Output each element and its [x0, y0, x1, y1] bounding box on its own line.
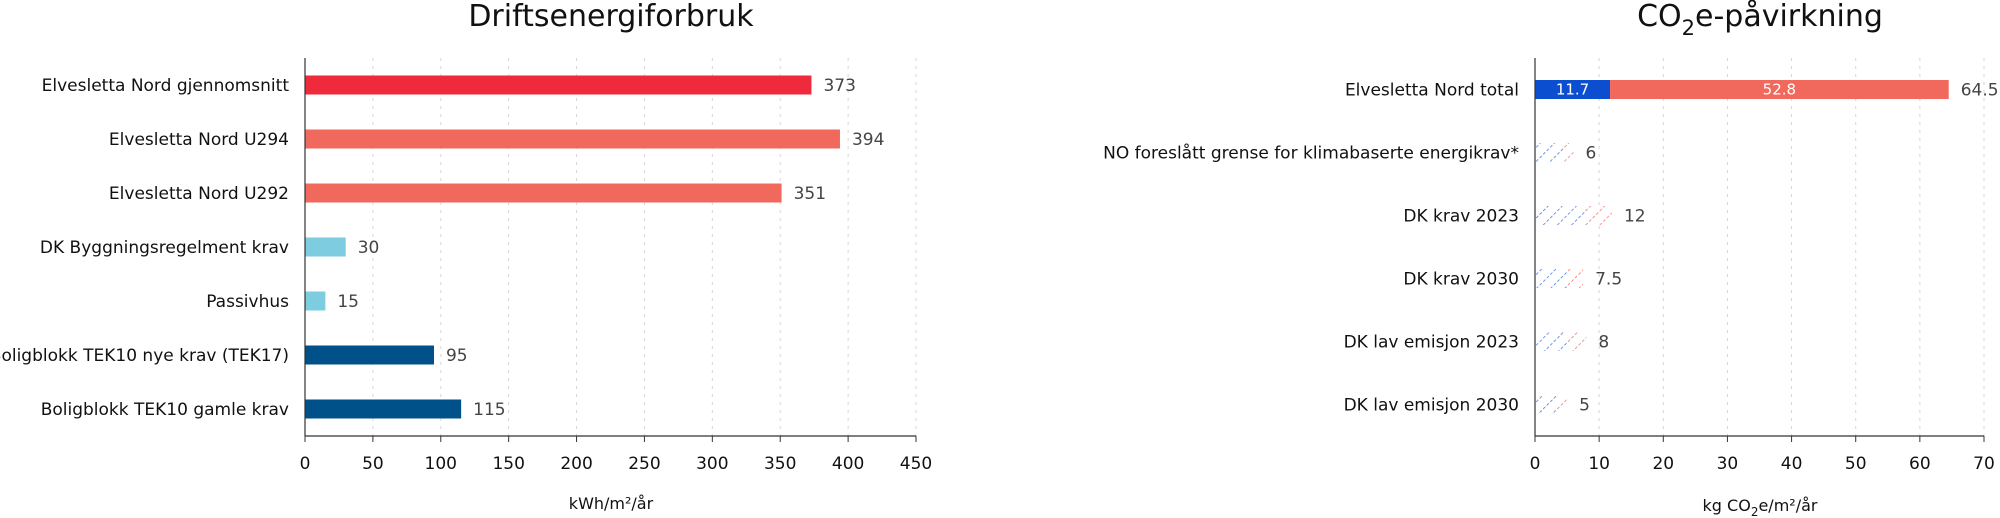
co2-bar-segment [1567, 269, 1584, 288]
energy-x-tick-label: 300 [696, 454, 728, 474]
energy-category-label: DK Byggningsregelment krav [40, 238, 289, 258]
co2-x-tick-label: 0 [1530, 454, 1541, 474]
co2-bar-segment [1535, 332, 1568, 351]
co2-x-tick-label: 50 [1845, 454, 1867, 474]
energy-x-tick-label: 0 [300, 454, 311, 474]
co2-total-label: 5 [1579, 396, 1590, 416]
co2-x-tick-label: 40 [1781, 454, 1803, 474]
energy-bar [305, 291, 326, 311]
energy-category-label: Elvesletta Nord U294 [109, 130, 289, 150]
co2-total-label: 7.5 [1595, 270, 1622, 290]
co2-bar-segment [1535, 206, 1587, 225]
energy-value-label: 115 [473, 400, 505, 420]
energy-category-label: Boligblokk TEK10 gamle krav [41, 400, 289, 420]
energy-x-tick-label: 400 [832, 454, 864, 474]
energy-category-label: Elvesletta Nord U292 [109, 184, 289, 204]
co2-bar-segment [1535, 80, 1611, 99]
co2-bar-segment [1563, 143, 1574, 162]
energy-bar [305, 183, 782, 203]
energy-x-tick-label: 150 [492, 454, 524, 474]
co2-total-label: 64.5 [1961, 81, 1999, 101]
co2-x-tick-label: 20 [1652, 454, 1674, 474]
co2-total-label: 8 [1598, 333, 1609, 353]
energy-x-tick-label: 200 [560, 454, 592, 474]
co2-category-label: DK krav 2023 [1403, 207, 1519, 227]
co2-bar-segment [1586, 206, 1612, 225]
energy-x-tick-label: 250 [628, 454, 660, 474]
energy-value-label: 95 [446, 346, 468, 366]
co2-chart-title: CO2e-påvirkning [1637, 0, 1883, 40]
energy-bar [305, 345, 434, 365]
co2-bar-segment [1535, 269, 1568, 288]
energy-x-tick-label: 50 [362, 454, 384, 474]
energy-category-label: Elvesletta Nord gjennomsnitt [42, 76, 290, 96]
co2-x-tick-label: 70 [1973, 454, 1995, 474]
co2-category-label: NO foreslått grense for klimabaserte ene… [1103, 143, 1519, 164]
co2-category-label: DK lav emisjon 2030 [1344, 396, 1519, 416]
co2-total-label: 6 [1585, 144, 1596, 164]
energy-category-label: Passivhus [206, 292, 289, 312]
co2-x-tick-label: 10 [1588, 454, 1610, 474]
co2-bar-segment [1610, 80, 1949, 99]
co2-x-axis-title: kg CO2e/m²/år [1703, 496, 1818, 518]
co2-category-label: DK krav 2030 [1403, 270, 1519, 290]
co2-chart: CO2e-påvirkning Elvesletta Nord total NO … [1103, 0, 1998, 518]
energy-value-label: 394 [852, 130, 884, 150]
co2-category-label: DK lav emisjon 2023 [1344, 333, 1519, 353]
co2-segment-label: 52.8 [1763, 81, 1796, 99]
co2-total-label: 12 [1624, 207, 1646, 227]
energy-x-tick-label: 100 [425, 454, 457, 474]
energy-value-label: 351 [794, 184, 826, 204]
co2-bar-segment [1567, 332, 1587, 351]
energy-category-label: Boligblokk TEK10 nye krav (TEK17) [0, 346, 289, 366]
energy-x-axis-title: kWh/m²/år [569, 494, 654, 513]
energy-chart: Driftsenergiforbruk Elvesletta Nord gjen… [0, 0, 932, 513]
energy-bar [305, 237, 346, 257]
energy-bar [305, 75, 812, 95]
energy-bar [305, 399, 462, 419]
co2-bar-segment [1535, 395, 1558, 414]
energy-value-label: 30 [358, 238, 380, 258]
energy-bar [305, 129, 840, 149]
co2-x-tick-label: 60 [1909, 454, 1931, 474]
energy-x-tick-label: 350 [764, 454, 796, 474]
energy-value-label: 15 [337, 292, 359, 312]
co2-bar-segment [1557, 395, 1568, 414]
co2-category-label: Elvesletta Nord total [1345, 81, 1519, 101]
energy-value-label: 373 [823, 76, 855, 96]
co2-bar-segment [1535, 143, 1564, 162]
co2-x-tick-label: 30 [1717, 454, 1739, 474]
energy-chart-title: Driftsenergiforbruk [468, 0, 754, 34]
co2-segment-label: 11.7 [1556, 81, 1589, 99]
energy-x-tick-label: 450 [900, 454, 932, 474]
